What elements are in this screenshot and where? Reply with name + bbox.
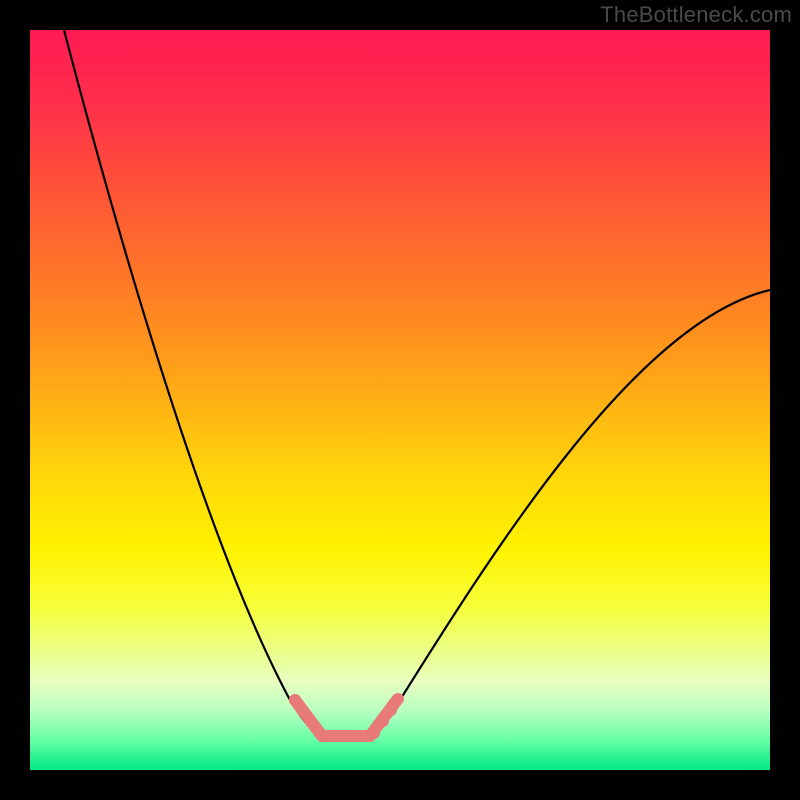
valley-dot: [356, 730, 368, 742]
valley-dot: [392, 693, 404, 705]
chart-canvas: TheBottleneck.com: [0, 0, 800, 800]
valley-dot: [297, 705, 309, 717]
valley-dot: [305, 716, 317, 728]
watermark-text: TheBottleneck.com: [600, 2, 792, 28]
valley-dot: [385, 704, 397, 716]
valley-dot: [289, 694, 301, 706]
valley-dot: [342, 730, 354, 742]
valley-dot: [314, 727, 326, 739]
valley-dot: [328, 730, 340, 742]
valley-dot: [377, 715, 389, 727]
bottleneck-chart-svg: [0, 0, 800, 800]
plot-area-rect: [30, 30, 770, 770]
valley-dot: [368, 727, 380, 739]
